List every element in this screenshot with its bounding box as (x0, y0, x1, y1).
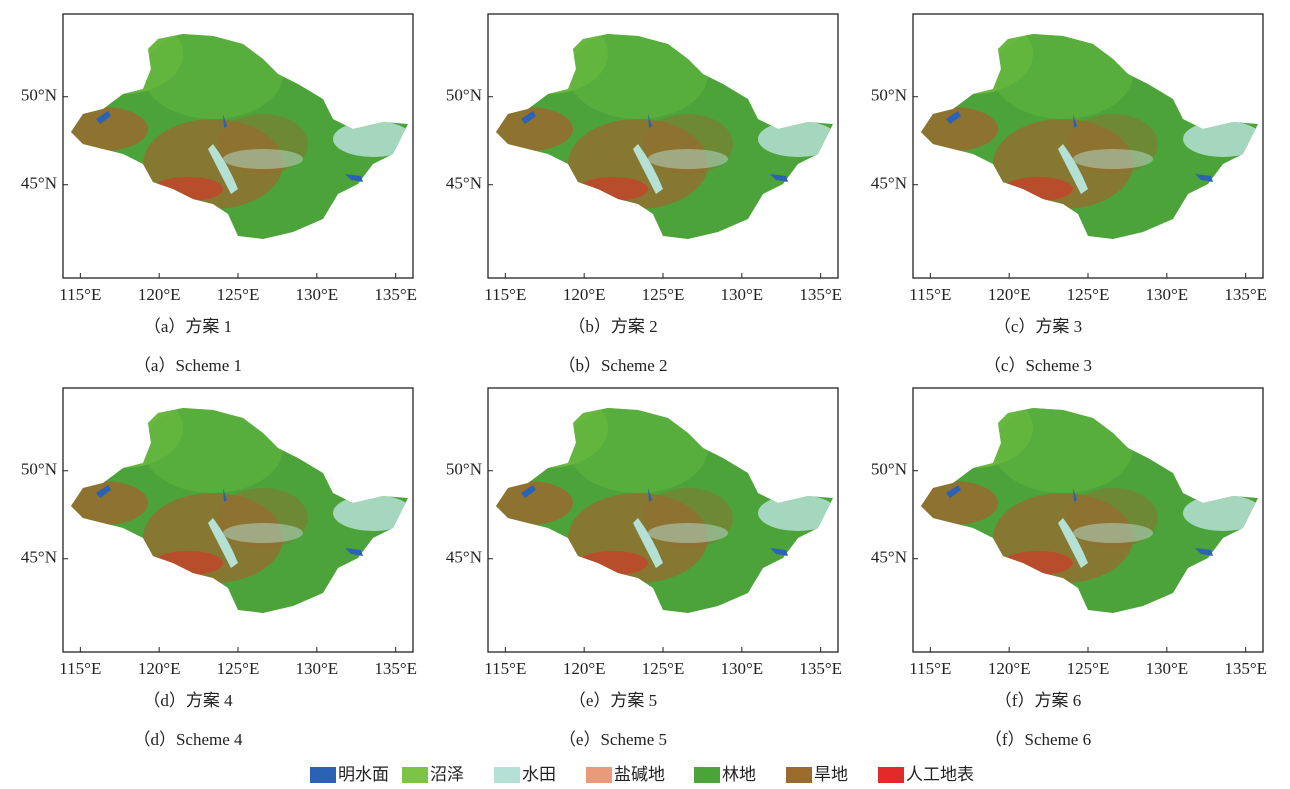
map-panel: 115°E 120°E 125°E 130°E 135°E 45°N 50°N （e）方案 5… (446, 388, 842, 749)
x-tick-label: 130°E (1145, 659, 1188, 678)
caption-zh: （d）方案 4 (143, 691, 233, 710)
x-tick-label: 120°E (138, 659, 181, 678)
x-tick-label: 130°E (295, 285, 338, 304)
y-tick-label: 50°N (871, 460, 907, 479)
caption-zh: （c）方案 3 (994, 317, 1082, 336)
y-tick-label: 45°N (871, 548, 907, 567)
caption-zh: （a）方案 1 (144, 317, 232, 336)
legend-swatch (310, 767, 336, 783)
map-panel: 115°E 120°E 125°E 130°E 135°E 45°N 50°N （d）方案 4… (21, 388, 417, 749)
legend-label: 明水面 (338, 765, 389, 784)
land-use-map (58, 388, 413, 652)
caption-zh: （e）方案 5 (569, 691, 657, 710)
caption-zh: （f）方案 6 (995, 691, 1081, 710)
land-use-map (908, 388, 1263, 652)
legend-swatch (402, 767, 428, 783)
x-tick-label: 125°E (642, 659, 685, 678)
x-tick-label: 120°E (563, 659, 606, 678)
x-tick-label: 130°E (295, 659, 338, 678)
y-tick-label: 50°N (446, 460, 482, 479)
x-tick-label: 135°E (374, 659, 417, 678)
legend-swatch (878, 767, 904, 783)
y-tick-label: 45°N (871, 174, 907, 193)
y-tick-label: 50°N (446, 86, 482, 105)
x-tick-label: 125°E (217, 659, 260, 678)
map-panel: 115°E 120°E 125°E 130°E 135°E 45°N 50°N （c）方案 3… (871, 14, 1267, 375)
x-tick-label: 125°E (217, 285, 260, 304)
y-tick-label: 50°N (21, 86, 57, 105)
x-tick-label: 125°E (1067, 285, 1110, 304)
legend-label: 水田 (522, 765, 556, 784)
x-tick-label: 135°E (374, 285, 417, 304)
map-panel: 115°E 120°E 125°E 130°E 135°E 45°N 50°N （a）方案 1… (21, 14, 417, 375)
x-tick-label: 135°E (799, 285, 842, 304)
x-tick-label: 120°E (988, 659, 1031, 678)
land-use-map (58, 14, 413, 278)
x-tick-label: 115°E (59, 659, 101, 678)
map-panel: 115°E 120°E 125°E 130°E 135°E 45°N 50°N （f）方案 6… (871, 388, 1267, 749)
y-tick-label: 45°N (21, 548, 57, 567)
caption-en: （c）Scheme 3 (984, 356, 1092, 375)
land-use-map (483, 14, 838, 278)
legend-label: 旱地 (814, 765, 848, 784)
y-tick-label: 45°N (21, 174, 57, 193)
legend: 明水面 沼泽 水田 盐碱地 林地 旱地 人工地表 (310, 765, 974, 784)
x-tick-label: 115°E (909, 285, 951, 304)
x-tick-label: 120°E (138, 285, 181, 304)
land-use-map (483, 388, 838, 652)
land-use-map (908, 14, 1263, 278)
caption-en: （d）Scheme 4 (133, 730, 243, 749)
legend-swatch (694, 767, 720, 783)
map-panel: 115°E 120°E 125°E 130°E 135°E 45°N 50°N （b）方案 2… (446, 14, 842, 375)
caption-en: （f）Scheme 6 (985, 730, 1091, 749)
legend-swatch (586, 767, 612, 783)
x-tick-label: 120°E (563, 285, 606, 304)
x-tick-label: 130°E (1145, 285, 1188, 304)
x-tick-label: 115°E (484, 285, 526, 304)
y-tick-label: 50°N (871, 86, 907, 105)
x-tick-label: 135°E (799, 659, 842, 678)
caption-zh: （b）方案 2 (568, 317, 657, 336)
x-tick-label: 115°E (484, 659, 526, 678)
caption-en: （e）Scheme 5 (559, 730, 667, 749)
legend-label: 林地 (722, 765, 756, 784)
caption-en: （a）Scheme 1 (134, 356, 242, 375)
x-tick-label: 135°E (1224, 285, 1267, 304)
x-tick-label: 115°E (909, 659, 951, 678)
x-tick-label: 115°E (59, 285, 101, 304)
x-tick-label: 125°E (642, 285, 685, 304)
x-tick-label: 130°E (720, 659, 763, 678)
legend-label: 盐碱地 (614, 765, 665, 784)
legend-label: 人工地表 (906, 765, 974, 784)
figure: 115°E 120°E 125°E 130°E 135°E 45°N 50°N （a）方案 1… (0, 0, 1290, 789)
legend-swatch (494, 767, 520, 783)
x-tick-label: 120°E (988, 285, 1031, 304)
legend-label: 沼泽 (430, 765, 464, 784)
y-tick-label: 50°N (21, 460, 57, 479)
panels: 115°E 120°E 125°E 130°E 135°E 45°N 50°N （a）方案 1… (21, 14, 1267, 749)
caption-en: （b）Scheme 2 (558, 356, 667, 375)
legend-swatch (786, 767, 812, 783)
x-tick-label: 125°E (1067, 659, 1110, 678)
y-tick-label: 45°N (446, 548, 482, 567)
y-tick-label: 45°N (446, 174, 482, 193)
x-tick-label: 130°E (720, 285, 763, 304)
x-tick-label: 135°E (1224, 659, 1267, 678)
